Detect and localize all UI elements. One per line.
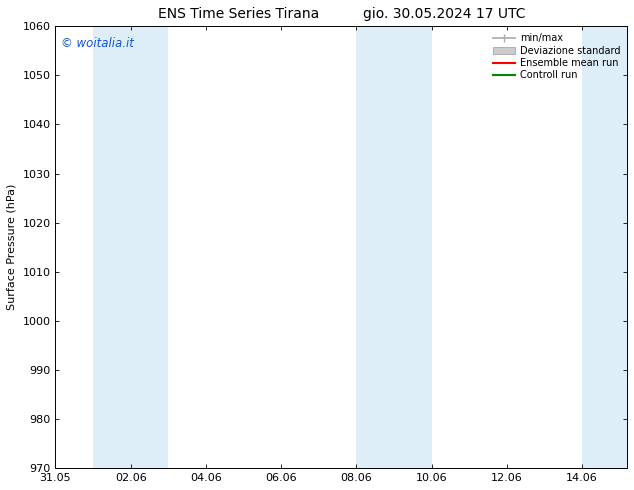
Bar [356,26,394,468]
Bar [394,26,432,468]
Y-axis label: Surface Pressure (hPa): Surface Pressure (hPa) [7,184,17,311]
Bar [582,26,627,468]
Text: © woitalia.it: © woitalia.it [61,37,134,50]
Title: ENS Time Series Tirana          gio. 30.05.2024 17 UTC: ENS Time Series Tirana gio. 30.05.2024 1… [157,7,525,21]
Bar [93,26,168,468]
Legend: min/max, Deviazione standard, Ensemble mean run, Controll run: min/max, Deviazione standard, Ensemble m… [491,31,622,82]
